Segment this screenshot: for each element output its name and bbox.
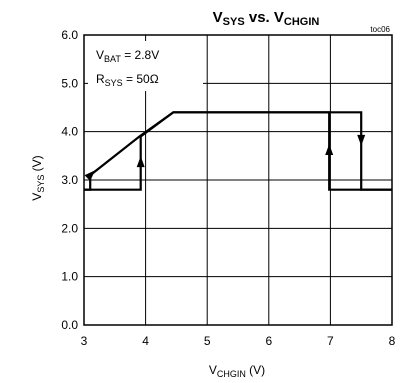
direction-arrow: [357, 134, 366, 146]
chart-title: VSYS vs. VCHGIN: [213, 9, 320, 28]
x-tick-label: 4: [142, 334, 149, 348]
y-axis-label: VSYS (V): [30, 155, 46, 200]
series: [84, 111, 392, 191]
x-tick-label: 6: [265, 334, 272, 348]
x-tick-label: 3: [81, 334, 88, 348]
y-tick-label: 3.0: [61, 173, 78, 187]
annotation: VBAT = 2.8V: [96, 48, 159, 64]
annotations: VBAT = 2.8V RSYS = 50Ω: [88, 41, 203, 91]
y-tick-label: 0.0: [61, 318, 78, 332]
direction-arrow: [136, 156, 145, 168]
direction-arrow: [325, 144, 334, 155]
y-tick-label: 4.0: [61, 125, 78, 139]
series-line-1: [84, 111, 392, 191]
y-tick-label: 1.0: [61, 270, 78, 284]
y-tick-label: 5.0: [61, 76, 78, 90]
y-tick-label: 2.0: [61, 221, 78, 235]
x-tick-label: 5: [204, 334, 211, 348]
series-line-2: [84, 111, 392, 191]
annotation-background: [88, 41, 203, 91]
x-tick-label: 7: [327, 334, 334, 348]
grid: [84, 35, 392, 325]
x-tick-label: 8: [389, 334, 396, 348]
tick-labels: 3 4 5 6 7 8 0.0 1.0 2.0 3.0 4.0 5.0 6.0: [61, 28, 395, 348]
chart-tag: toc06: [370, 25, 390, 34]
y-tick-label: 6.0: [61, 28, 78, 42]
x-axis-label: VCHGIN (V): [209, 363, 265, 379]
direction-arrow: [84, 170, 96, 181]
plot-frame: [83, 34, 393, 326]
annotation: RSYS = 50Ω: [96, 72, 159, 88]
